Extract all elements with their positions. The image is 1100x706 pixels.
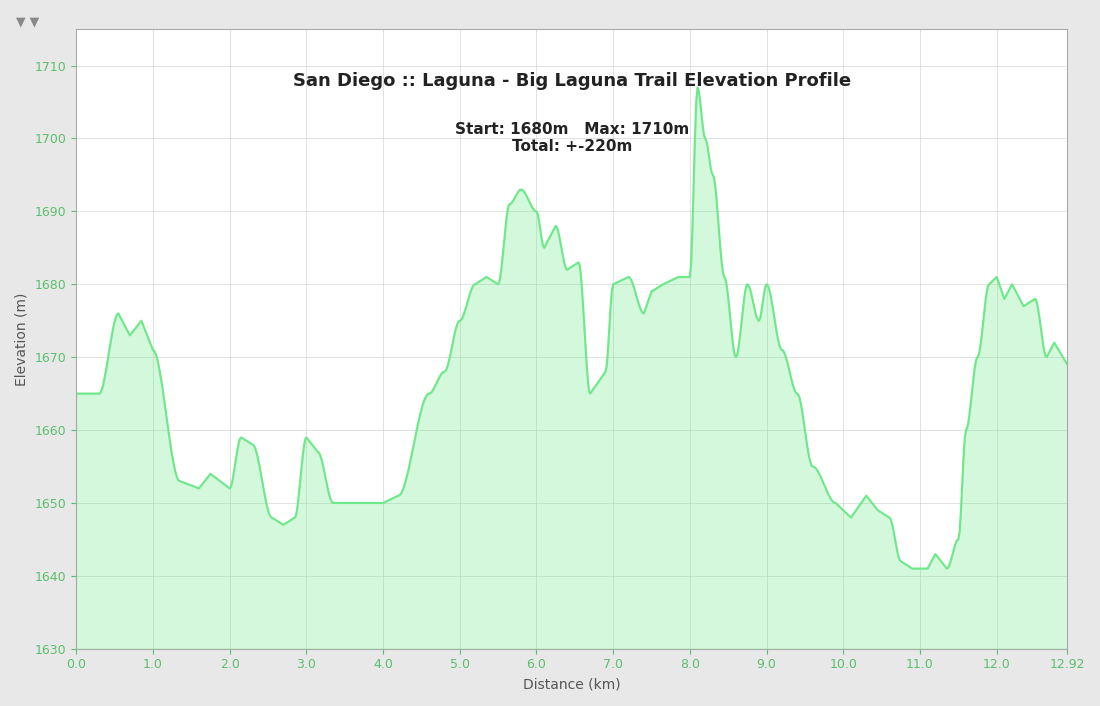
Text: ▼ ▼: ▼ ▼ bbox=[16, 16, 40, 28]
Text: San Diego :: Laguna - Big Laguna Trail Elevation Profile: San Diego :: Laguna - Big Laguna Trail E… bbox=[293, 73, 850, 90]
Y-axis label: Elevation (m): Elevation (m) bbox=[15, 292, 29, 385]
X-axis label: Distance (km): Distance (km) bbox=[522, 677, 620, 691]
Text: Start: 1680m   Max: 1710m
Total: +-220m: Start: 1680m Max: 1710m Total: +-220m bbox=[454, 122, 689, 155]
